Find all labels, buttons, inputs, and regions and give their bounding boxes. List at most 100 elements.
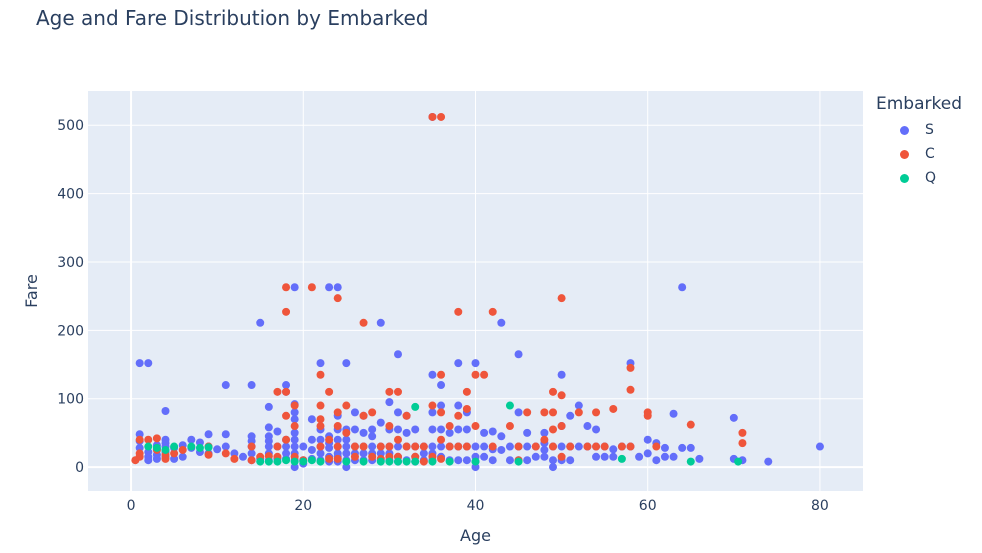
data-point-s[interactable] — [135, 443, 144, 452]
data-point-s[interactable] — [660, 443, 669, 452]
data-point-s[interactable] — [557, 442, 566, 451]
data-point-s[interactable] — [557, 370, 566, 379]
data-point-s[interactable] — [592, 452, 601, 461]
data-point-c[interactable] — [557, 391, 566, 400]
data-point-c[interactable] — [583, 442, 592, 451]
data-point-s[interactable] — [144, 359, 153, 368]
data-point-s[interactable] — [609, 452, 618, 461]
data-point-c[interactable] — [282, 307, 291, 316]
data-point-s[interactable] — [462, 456, 471, 465]
data-point-s[interactable] — [290, 408, 299, 417]
data-point-q[interactable] — [359, 457, 368, 466]
data-point-c[interactable] — [376, 442, 385, 451]
data-point-s[interactable] — [394, 425, 402, 434]
data-point-s[interactable] — [471, 463, 480, 472]
data-point-s[interactable] — [247, 449, 256, 458]
data-point-s[interactable] — [264, 442, 273, 451]
data-point-c[interactable] — [342, 401, 351, 410]
data-point-q[interactable] — [428, 457, 437, 466]
data-point-c[interactable] — [290, 401, 299, 410]
data-point-c[interactable] — [505, 422, 514, 431]
data-point-c[interactable] — [402, 442, 411, 451]
data-point-c[interactable] — [428, 401, 437, 410]
data-point-q[interactable] — [411, 402, 420, 411]
data-point-s[interactable] — [325, 283, 334, 292]
data-point-s[interactable] — [540, 428, 549, 437]
data-point-s[interactable] — [678, 443, 687, 452]
data-point-s[interactable] — [445, 428, 454, 437]
data-point-c[interactable] — [316, 415, 325, 424]
data-point-c[interactable] — [290, 422, 299, 431]
data-point-c[interactable] — [152, 434, 161, 443]
data-point-s[interactable] — [230, 449, 239, 458]
data-point-c[interactable] — [325, 435, 334, 444]
data-point-c[interactable] — [135, 449, 144, 458]
data-point-s[interactable] — [247, 381, 256, 390]
data-point-s[interactable] — [566, 456, 575, 465]
data-point-c[interactable] — [161, 454, 170, 463]
data-point-q[interactable] — [686, 457, 695, 466]
data-point-s[interactable] — [282, 442, 291, 451]
data-point-c[interactable] — [359, 442, 368, 451]
data-point-s[interactable] — [333, 283, 342, 292]
data-point-q[interactable] — [273, 457, 282, 466]
data-point-c[interactable] — [359, 318, 368, 327]
data-point-q[interactable] — [282, 456, 291, 465]
data-point-s[interactable] — [359, 428, 368, 437]
data-point-q[interactable] — [170, 442, 179, 451]
data-point-s[interactable] — [462, 425, 471, 434]
data-point-s[interactable] — [350, 425, 359, 434]
data-point-c[interactable] — [333, 294, 342, 303]
data-point-q[interactable] — [187, 442, 196, 451]
data-point-c[interactable] — [325, 387, 334, 396]
data-point-s[interactable] — [394, 350, 402, 359]
data-point-s[interactable] — [454, 359, 463, 368]
data-point-c[interactable] — [488, 442, 497, 451]
data-point-q[interactable] — [290, 457, 299, 466]
data-point-q[interactable] — [195, 443, 204, 452]
data-point-s[interactable] — [394, 442, 402, 451]
data-point-c[interactable] — [221, 449, 230, 458]
data-point-s[interactable] — [376, 418, 385, 427]
data-point-s[interactable] — [437, 425, 446, 434]
data-point-s[interactable] — [695, 454, 704, 463]
data-point-c[interactable] — [230, 454, 239, 463]
legend-item-q[interactable]: Q — [876, 166, 962, 190]
data-point-c[interactable] — [549, 442, 557, 451]
data-point-s[interactable] — [454, 456, 463, 465]
data-point-q[interactable] — [385, 457, 394, 466]
data-point-c[interactable] — [462, 387, 471, 396]
legend-item-s[interactable]: S — [876, 118, 962, 142]
data-point-c[interactable] — [437, 112, 446, 121]
data-point-c[interactable] — [445, 422, 454, 431]
data-point-c[interactable] — [549, 425, 557, 434]
data-point-c[interactable] — [557, 294, 566, 303]
data-point-s[interactable] — [583, 422, 592, 431]
data-point-s[interactable] — [307, 435, 316, 444]
data-point-s[interactable] — [350, 408, 359, 417]
data-point-c[interactable] — [368, 452, 377, 461]
data-point-s[interactable] — [764, 457, 773, 466]
data-point-c[interactable] — [600, 442, 609, 451]
data-point-q[interactable] — [316, 457, 325, 466]
data-point-s[interactable] — [290, 415, 299, 424]
data-point-c[interactable] — [411, 442, 420, 451]
data-point-s[interactable] — [394, 408, 402, 417]
data-point-s[interactable] — [342, 435, 351, 444]
data-point-s[interactable] — [549, 456, 557, 465]
data-point-s[interactable] — [540, 445, 549, 454]
data-point-s[interactable] — [411, 425, 420, 434]
data-point-q[interactable] — [307, 456, 316, 465]
data-point-s[interactable] — [342, 449, 351, 458]
data-point-s[interactable] — [247, 437, 256, 446]
data-point-s[interactable] — [213, 445, 222, 454]
data-point-s[interactable] — [178, 452, 187, 461]
data-point-s[interactable] — [428, 370, 437, 379]
data-point-s[interactable] — [368, 425, 377, 434]
data-point-c[interactable] — [333, 422, 342, 431]
data-point-c[interactable] — [454, 442, 463, 451]
data-point-s[interactable] — [428, 408, 437, 417]
data-point-s[interactable] — [316, 435, 325, 444]
data-point-c[interactable] — [385, 442, 394, 451]
data-point-s[interactable] — [264, 423, 273, 432]
